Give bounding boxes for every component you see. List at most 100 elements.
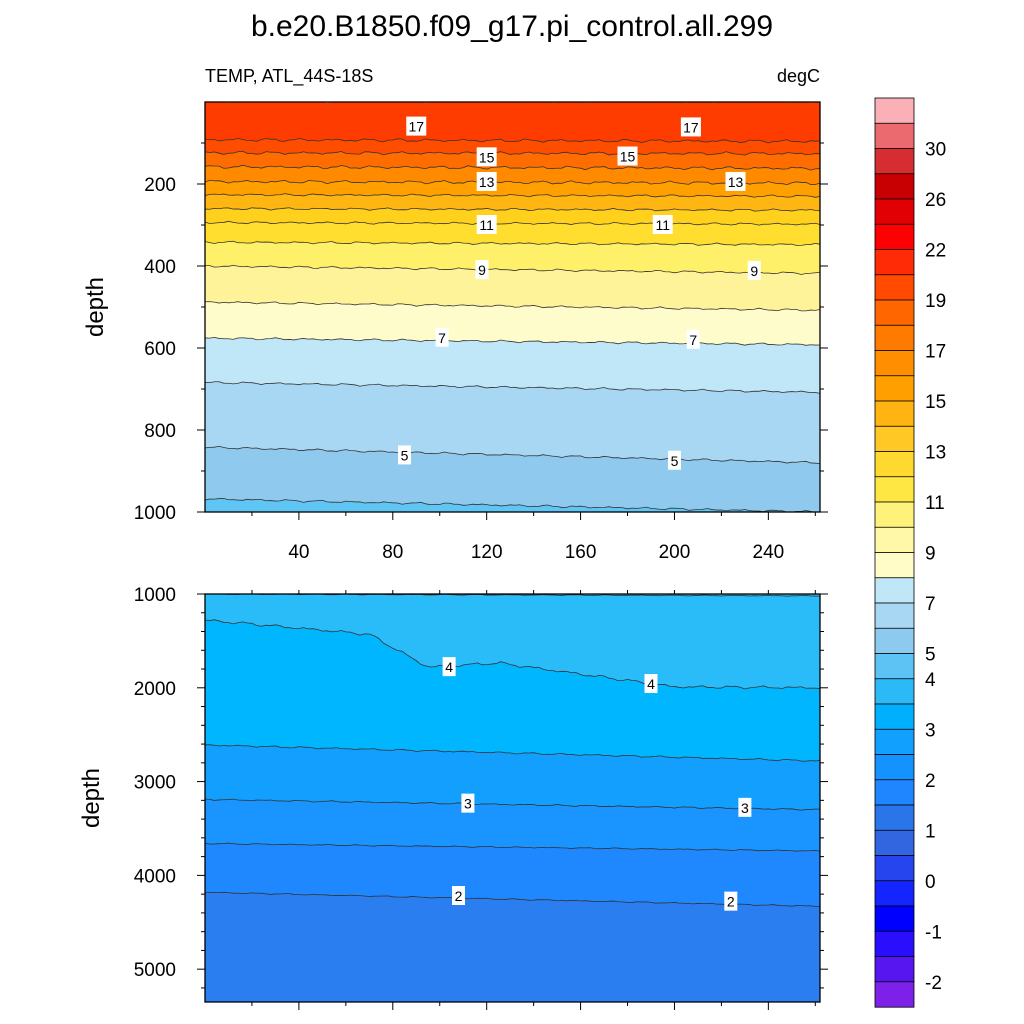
bottom-contour-label-background — [461, 793, 475, 813]
top-contour-label: 15 — [479, 149, 495, 165]
top-contour-label-background — [435, 327, 449, 347]
chart-title: b.e20.B1850.f09_g17.pi_control.all.299 — [251, 10, 773, 43]
top-contour-label-background — [476, 147, 497, 167]
colorbar-swatch — [874, 274, 915, 301]
colorbar-swatch — [874, 249, 915, 276]
colorbar-swatch — [874, 956, 915, 983]
colorbar-swatch — [874, 754, 915, 781]
top-x-tick-label: 80 — [382, 542, 403, 563]
colorbar-swatch — [874, 981, 915, 1008]
colorbar-swatch — [874, 602, 915, 629]
bottom-contour-labels: 4 4 3 3 2 2 — [442, 657, 752, 911]
top-contour-label: 7 — [438, 330, 446, 346]
top-contour-label: 11 — [655, 217, 670, 233]
top-contour-line — [205, 240, 820, 246]
top-contour-label-background — [652, 215, 673, 234]
colorbar-label: -2 — [925, 973, 942, 994]
top-contour-band — [205, 381, 820, 464]
top-contour-label: 13 — [479, 174, 495, 190]
bottom-y-tick-label: 4000 — [134, 866, 176, 887]
bottom-contour-label-background — [724, 891, 738, 911]
top-contour-label: 13 — [728, 174, 744, 190]
top-contour-band-warmest — [205, 102, 820, 143]
bottom-plot-frame — [204, 593, 821, 1003]
top-contour-label: 5 — [671, 453, 679, 469]
colorbar-swatch — [874, 905, 915, 932]
top-contour-label-background — [747, 260, 761, 280]
top-contour-band — [205, 138, 820, 156]
colorbar-label: 3 — [925, 720, 936, 741]
colorbar-label: 2 — [925, 771, 936, 792]
top-y-tick-label: 1000 — [134, 503, 176, 524]
bottom-contour-label: 2 — [727, 894, 735, 910]
colorbar-label: 0 — [925, 872, 936, 893]
colorbar-swatch — [874, 728, 915, 756]
colorbar-swatch — [874, 855, 915, 882]
top-contour-line — [205, 498, 820, 512]
colorbar-swatch — [874, 526, 915, 554]
colorbar-label: 1 — [925, 821, 936, 842]
bottom-y-tick-label: 2000 — [134, 679, 176, 700]
colorbar-swatch — [874, 324, 915, 352]
top-contour-line — [205, 207, 820, 212]
top-contour-band — [205, 337, 820, 394]
colorbar-swatch — [874, 880, 915, 907]
colorbar-label: 17 — [925, 342, 946, 363]
colorbar-label: 5 — [925, 645, 936, 666]
top-contour-line — [205, 193, 820, 198]
top-y-tick-label: 600 — [144, 339, 176, 360]
bottom-ylabel: depth — [78, 768, 105, 828]
bottom-contour-band — [205, 843, 820, 907]
colorbar-swatch — [874, 703, 915, 730]
top-contour-band — [205, 446, 820, 512]
top-x-tick-label: 240 — [753, 542, 785, 563]
bottom-axis: 1000 2000 3000 4000 5000 — [134, 585, 828, 1010]
bottom-contour-band — [205, 798, 820, 852]
top-contour-line — [205, 137, 820, 144]
bottom-contour-label: 4 — [445, 659, 453, 675]
top-contour-label-background — [476, 171, 497, 191]
colorbar-label: -1 — [925, 922, 942, 943]
top-contour-label: 17 — [408, 119, 424, 135]
colorbar-label: 9 — [925, 544, 936, 565]
bottom-contour-label: 3 — [464, 796, 472, 812]
bottom-y-tick-label: 5000 — [134, 960, 176, 981]
bottom-contour-label-background — [644, 674, 658, 694]
bottom-contour-label-background — [738, 797, 752, 817]
top-contour-label-background — [475, 260, 489, 280]
colorbar-label: 30 — [925, 140, 946, 161]
bottom-contour-line — [205, 744, 820, 762]
bottom-contour-label: 2 — [455, 888, 463, 904]
bottom-contour-line — [205, 842, 820, 852]
bottom-contour-band — [205, 594, 820, 690]
top-contour-line — [205, 445, 820, 465]
colorbar-swatch — [874, 804, 915, 831]
top-contour-labels: 17 17 15 15 13 13 11 11 9 9 7 7 5 5 — [398, 116, 761, 470]
top-contour-band — [205, 151, 820, 171]
colorbar-swatch — [874, 198, 915, 225]
colorbar: 30 26 22 19 17 15 13 11 9 7 5 4 3 2 1 0 -1 -2 — [874, 97, 946, 1008]
colorbar-swatch — [874, 350, 915, 377]
colorbar-swatch — [874, 678, 915, 705]
top-ylabel: depth — [82, 277, 109, 337]
top-x-tick-label: 40 — [288, 542, 309, 563]
colorbar-swatch — [874, 577, 915, 604]
colorbar-label: 15 — [925, 392, 946, 413]
top-y-tick-label: 800 — [144, 421, 176, 442]
colorbar-swatch — [874, 501, 915, 528]
top-contour-label-background — [398, 445, 412, 465]
bottom-contour-label: 4 — [647, 676, 655, 692]
colorbar-swatch — [874, 930, 915, 958]
top-y-tick-label: 400 — [144, 257, 176, 278]
top-contour-label: 15 — [620, 149, 636, 165]
top-contour-band — [205, 165, 820, 185]
top-panel: 17 17 15 15 13 13 11 11 9 9 7 7 5 5 200 400 600 800 1000 4… — [82, 101, 828, 563]
top-contour-label-background — [476, 215, 497, 234]
top-axis: 200 400 600 800 1000 40 80 120 160 200 240 — [134, 142, 828, 563]
colorbar-swatch — [874, 451, 915, 478]
colorbar-label: 11 — [925, 493, 945, 514]
top-contour-label: 9 — [750, 263, 758, 279]
bottom-contour-line — [205, 619, 820, 690]
colorbar-label: 13 — [925, 443, 946, 464]
